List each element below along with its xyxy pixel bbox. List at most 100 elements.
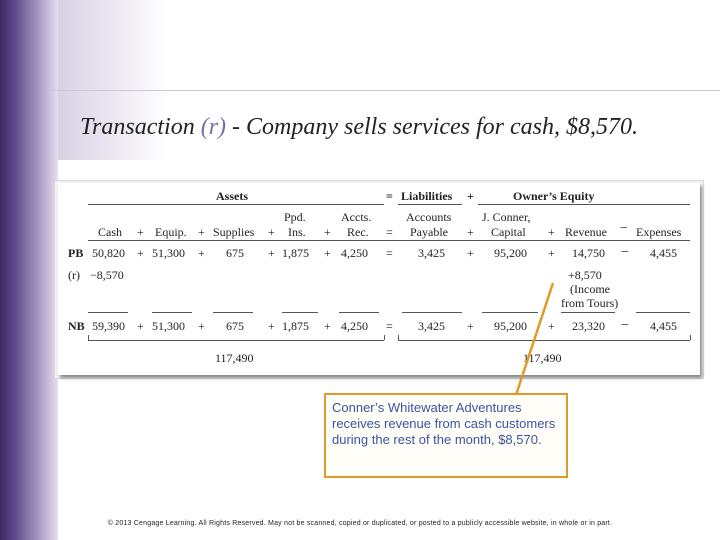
op-plus: + <box>137 319 144 333</box>
op-plus: + <box>324 225 331 239</box>
cell-pb-capital: 95,200 <box>494 246 527 260</box>
op-plus: + <box>198 246 205 260</box>
liabilities-underline <box>398 204 462 205</box>
title-rule <box>52 90 720 91</box>
header-assets: Assets <box>216 189 248 203</box>
cell-nb-supplies: 675 <box>226 319 244 333</box>
cell-nb-equip: 51,300 <box>152 319 185 333</box>
op-minus: − <box>621 245 629 260</box>
total-bracket-right <box>398 340 690 341</box>
op-plus: + <box>324 246 331 260</box>
subheader-supplies: Supplies <box>213 225 255 239</box>
cell-nb-payable: 3,425 <box>418 319 445 333</box>
nb-rule-equip <box>152 312 192 313</box>
header-equals: = <box>386 189 393 203</box>
accounting-equation-table: Assets = Liabilities + Owner’s Equity Pp… <box>58 183 700 375</box>
cell-pb-cash: 50,820 <box>92 246 125 260</box>
cell-pb-equip: 51,300 <box>152 246 185 260</box>
op-equals: = <box>386 225 393 239</box>
cell-r-note-tours: from Tours) <box>561 296 619 310</box>
op-plus: + <box>198 319 205 333</box>
cell-nb-expenses: 4,455 <box>650 319 677 333</box>
op-minus: − <box>621 318 629 333</box>
decorative-side-band <box>0 0 58 540</box>
subheader-ppd: Ppd. <box>284 210 306 224</box>
title-prefix: Transaction <box>80 114 201 140</box>
assets-underline <box>88 204 384 205</box>
total-assets: 117,490 <box>215 351 254 365</box>
row-label-nb: NB <box>68 319 85 333</box>
subheader-rec: Rec. <box>347 225 369 239</box>
decorative-top-fade <box>58 0 168 160</box>
op-plus: + <box>467 246 474 260</box>
subheader-payable: Payable <box>410 225 448 239</box>
cell-pb-accts: 4,250 <box>341 246 368 260</box>
subheader-jconner: J. Conner, <box>482 210 531 224</box>
total-bracket-right-tick-r <box>690 335 691 340</box>
op-equals: = <box>386 246 393 260</box>
callout-pointer-line <box>514 282 555 396</box>
cell-pb-revenue: 14,750 <box>572 246 605 260</box>
total-bracket-left-tick-l <box>88 335 89 340</box>
nb-rule-cash <box>88 312 128 313</box>
nb-rule-capital <box>482 312 538 313</box>
subheader-accts: Accts. <box>341 210 372 224</box>
total-liabilities-equity: 117,490 <box>523 351 562 365</box>
cell-nb-cash: 59,390 <box>92 319 125 333</box>
subheader-capital: Capital <box>491 225 526 239</box>
copyright-footer: © 2013 Cengage Learning. All Rights Rese… <box>107 520 613 527</box>
cell-r-revenue: +8,570 <box>568 268 602 282</box>
op-plus: + <box>268 225 275 239</box>
header-owners-equity: Owner’s Equity <box>513 189 595 203</box>
nb-rule-accts <box>339 312 379 313</box>
subheader-equip: Equip. <box>155 225 187 239</box>
cell-nb-accts: 4,250 <box>341 319 368 333</box>
subheader-revenue: Revenue <box>565 225 607 239</box>
op-minus: − <box>620 221 628 236</box>
subheader-ins: Ins. <box>288 225 306 239</box>
subheader-accounts: Accounts <box>406 210 452 224</box>
op-plus: + <box>268 319 275 333</box>
header-liabilities: Liabilities <box>401 189 453 203</box>
title-suffix: - Company sells services for cash, $8,57… <box>226 114 638 140</box>
op-plus: + <box>137 246 144 260</box>
equity-underline <box>478 204 690 205</box>
total-bracket-left-tick-r <box>384 335 385 340</box>
op-plus: + <box>548 246 555 260</box>
nb-rule-supplies <box>213 312 253 313</box>
callout-text: Conner’s Whitewater Adventures receives … <box>332 400 556 447</box>
total-bracket-right-tick-l <box>398 335 399 340</box>
cell-pb-ppd: 1,875 <box>282 246 309 260</box>
cell-pb-supplies: 675 <box>226 246 244 260</box>
row-label-r: (r) <box>68 268 80 282</box>
cell-pb-payable: 3,425 <box>418 246 445 260</box>
nb-rule-expenses <box>636 312 690 313</box>
op-plus: + <box>467 225 474 239</box>
slide-title: Transaction (r) - Company sells services… <box>80 110 700 144</box>
callout-box: Conner’s Whitewater Adventures receives … <box>324 393 568 478</box>
op-plus: + <box>467 319 474 333</box>
cell-r-note-income: (Income <box>570 282 610 296</box>
nb-rule-ppd <box>282 312 318 313</box>
header-plus: + <box>467 189 474 203</box>
op-plus: + <box>137 225 144 239</box>
nb-rule-revenue <box>561 312 615 313</box>
nb-rule-payable <box>402 312 462 313</box>
op-plus: + <box>548 225 555 239</box>
op-plus: + <box>548 319 555 333</box>
cell-nb-capital: 95,200 <box>494 319 527 333</box>
total-bracket-left <box>88 340 384 341</box>
subheader-cash: Cash <box>98 225 122 239</box>
title-highlight: (r) <box>200 114 227 140</box>
cell-r-cash: −8,570 <box>90 268 124 282</box>
cell-pb-expenses: 4,455 <box>650 246 677 260</box>
op-plus: + <box>268 246 275 260</box>
op-equals: = <box>386 319 393 333</box>
op-plus: + <box>198 225 205 239</box>
row-label-pb: PB <box>68 246 84 260</box>
subheader-underline <box>88 240 690 241</box>
cell-nb-ppd: 1,875 <box>282 319 309 333</box>
subheader-expenses: Expenses <box>636 225 682 239</box>
cell-nb-revenue: 23,320 <box>572 319 605 333</box>
